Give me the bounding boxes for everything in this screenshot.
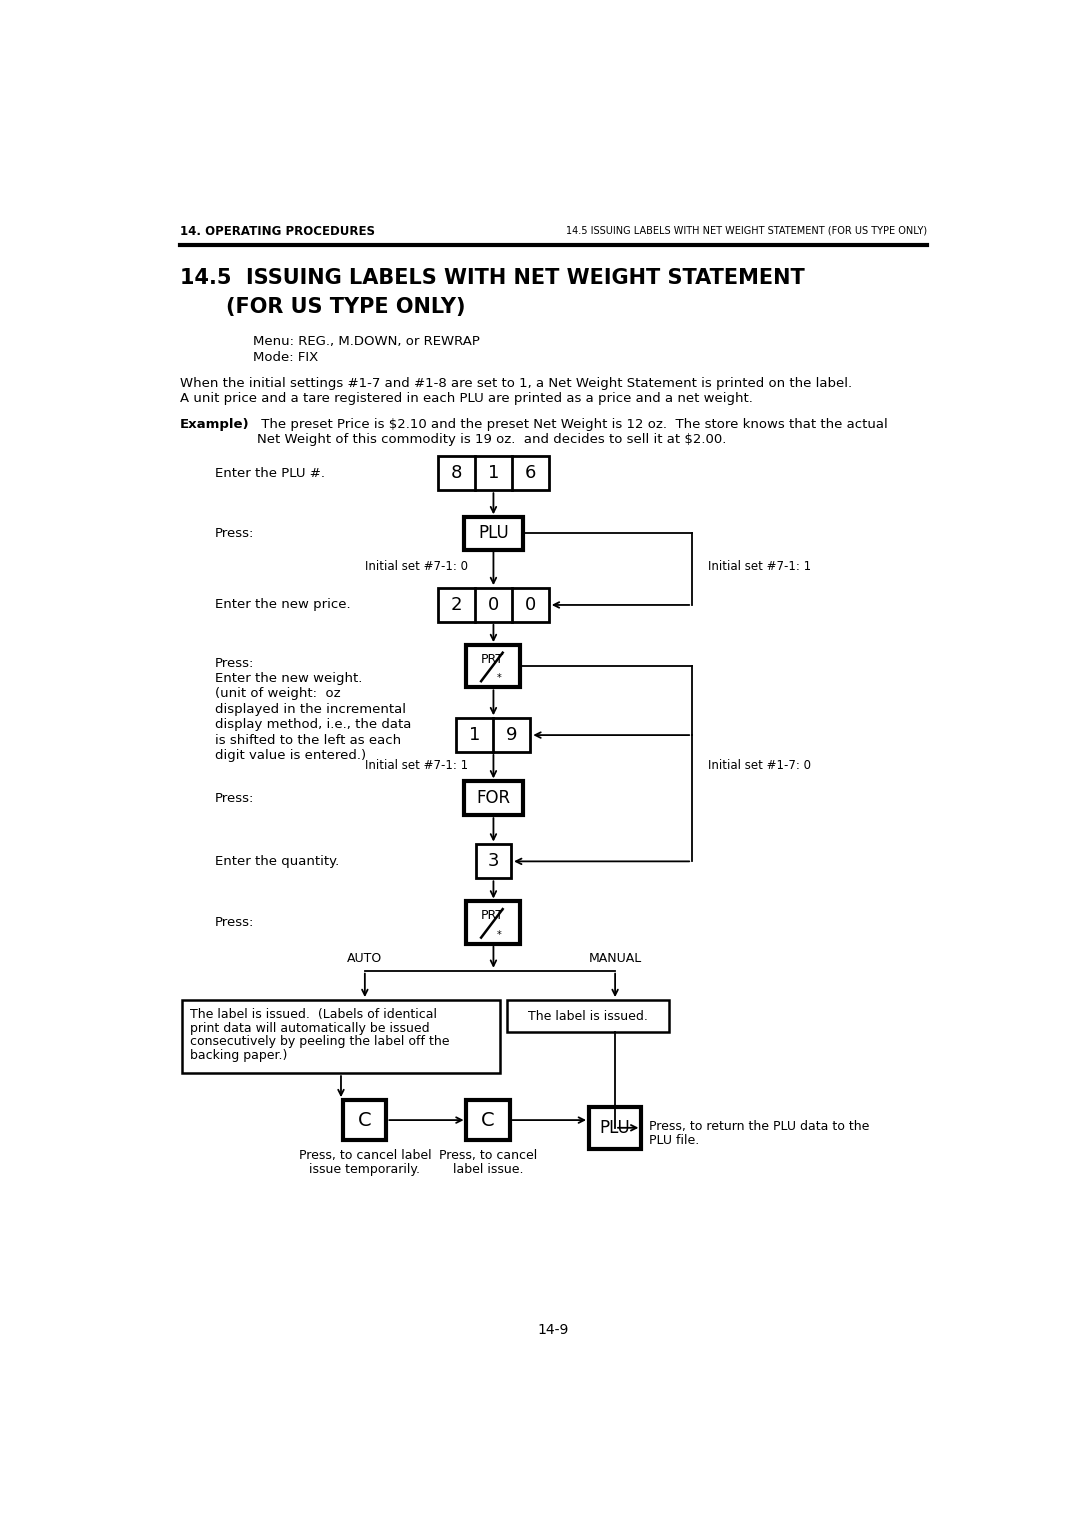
- Text: (FOR US TYPE ONLY): (FOR US TYPE ONLY): [226, 297, 465, 317]
- Bar: [457, 718, 530, 752]
- Text: Enter the quantity.: Enter the quantity.: [215, 856, 339, 868]
- Text: 9: 9: [507, 726, 517, 744]
- Text: 3: 3: [488, 852, 499, 871]
- Text: The label is issued.  (Labels of identical: The label is issued. (Labels of identica…: [190, 1008, 437, 1020]
- Text: Press:: Press:: [215, 791, 254, 805]
- Text: label issue.: label issue.: [453, 1164, 524, 1176]
- Text: *: *: [497, 930, 502, 939]
- Text: 1: 1: [488, 464, 499, 482]
- Text: Enter the PLU #.: Enter the PLU #.: [215, 467, 325, 480]
- Bar: [438, 589, 549, 622]
- Bar: [464, 781, 523, 816]
- Text: Press, to cancel: Press, to cancel: [438, 1150, 537, 1162]
- Text: PLU file.: PLU file.: [649, 1135, 699, 1147]
- Text: Mode: FIX: Mode: FIX: [253, 351, 319, 364]
- Text: 14.5 ISSUING LABELS WITH NET WEIGHT STATEMENT (FOR US TYPE ONLY): 14.5 ISSUING LABELS WITH NET WEIGHT STAT…: [566, 226, 927, 235]
- Bar: [343, 1100, 387, 1141]
- Text: 0: 0: [488, 596, 499, 615]
- Text: 8: 8: [450, 464, 462, 482]
- Text: digit value is entered.): digit value is entered.): [215, 749, 366, 762]
- Text: issue temporarily.: issue temporarily.: [309, 1164, 420, 1176]
- Text: (unit of weight:  oz: (unit of weight: oz: [215, 688, 340, 700]
- Text: Initial set #1-7: 0: Initial set #1-7: 0: [707, 759, 810, 772]
- Bar: [467, 901, 521, 944]
- Bar: [183, 1000, 500, 1074]
- Text: displayed in the incremental: displayed in the incremental: [215, 703, 406, 715]
- Text: backing paper.): backing paper.): [190, 1049, 287, 1063]
- Bar: [467, 1100, 510, 1141]
- Text: *: *: [497, 673, 502, 683]
- Text: consecutively by peeling the label off the: consecutively by peeling the label off t…: [190, 1035, 449, 1048]
- Text: Initial set #7-1: 1: Initial set #7-1: 1: [707, 560, 811, 573]
- Text: PLU: PLU: [478, 525, 509, 543]
- Text: is shifted to the left as each: is shifted to the left as each: [215, 734, 401, 747]
- Text: Enter the new price.: Enter the new price.: [215, 598, 350, 612]
- Bar: [438, 456, 549, 490]
- Text: print data will automatically be issued: print data will automatically be issued: [190, 1022, 430, 1034]
- Text: Press:: Press:: [215, 526, 254, 540]
- Text: AUTO: AUTO: [348, 952, 382, 964]
- Text: PRT: PRT: [481, 653, 503, 666]
- Text: FOR: FOR: [476, 790, 511, 807]
- Text: 14. OPERATING PROCEDURES: 14. OPERATING PROCEDURES: [180, 226, 375, 238]
- Text: Menu: REG., M.DOWN, or REWRAP: Menu: REG., M.DOWN, or REWRAP: [253, 336, 481, 348]
- Text: Initial set #7-1: 1: Initial set #7-1: 1: [365, 759, 468, 772]
- Text: 14-9: 14-9: [538, 1324, 569, 1337]
- Text: Net Weight of this commodity is 19 oz.  and decides to sell it at $2.00.: Net Weight of this commodity is 19 oz. a…: [257, 433, 727, 447]
- Text: Initial set #7-1: 0: Initial set #7-1: 0: [365, 560, 468, 573]
- Text: A unit price and a tare registered in each PLU are printed as a price and a net : A unit price and a tare registered in ea…: [180, 392, 753, 406]
- Text: The preset Price is $2.10 and the preset Net Weight is 12 oz.  The store knows t: The preset Price is $2.10 and the preset…: [257, 418, 888, 432]
- Text: 1: 1: [470, 726, 481, 744]
- Text: Enter the new weight.: Enter the new weight.: [215, 673, 362, 685]
- Text: PRT: PRT: [481, 909, 503, 923]
- Bar: [589, 1107, 642, 1148]
- Text: 14.5  ISSUING LABELS WITH NET WEIGHT STATEMENT: 14.5 ISSUING LABELS WITH NET WEIGHT STAT…: [180, 268, 805, 288]
- Text: Example): Example): [180, 418, 249, 432]
- Text: Press:: Press:: [215, 657, 254, 669]
- Text: The label is issued.: The label is issued.: [528, 1010, 648, 1023]
- Text: When the initial settings #1-7 and #1-8 are set to 1, a Net Weight Statement is : When the initial settings #1-7 and #1-8 …: [180, 377, 852, 390]
- Bar: [464, 517, 523, 549]
- Text: Press:: Press:: [215, 915, 254, 929]
- Text: 6: 6: [525, 464, 536, 482]
- Text: Press, to return the PLU data to the: Press, to return the PLU data to the: [649, 1119, 869, 1133]
- Text: 0: 0: [525, 596, 536, 615]
- Bar: [508, 1000, 669, 1032]
- Text: Press, to cancel label: Press, to cancel label: [298, 1150, 431, 1162]
- Text: display method, i.e., the data: display method, i.e., the data: [215, 718, 411, 730]
- Text: MANUAL: MANUAL: [589, 952, 642, 964]
- Text: PLU: PLU: [599, 1119, 631, 1136]
- Text: 2: 2: [450, 596, 462, 615]
- Text: C: C: [359, 1110, 372, 1130]
- Bar: [475, 845, 511, 878]
- Text: C: C: [482, 1110, 495, 1130]
- Bar: [467, 645, 521, 688]
